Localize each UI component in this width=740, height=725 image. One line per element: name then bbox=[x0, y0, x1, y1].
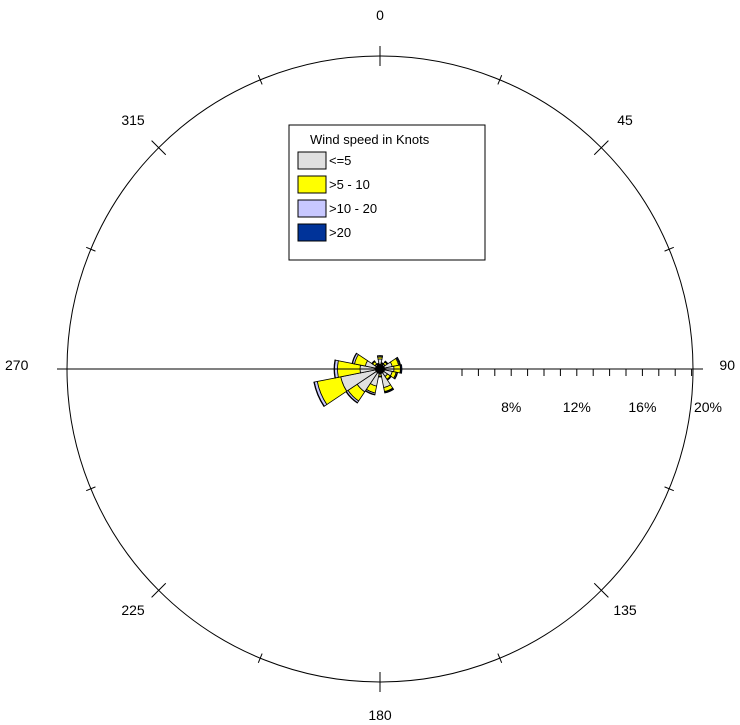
minor-direction-tick bbox=[86, 246, 96, 252]
major-direction-tick bbox=[151, 140, 167, 156]
wind-sectors bbox=[313, 352, 403, 408]
sector-segment bbox=[376, 355, 384, 357]
radial-tick-label: 12% bbox=[563, 399, 591, 415]
minor-direction-tick bbox=[497, 653, 503, 663]
major-direction-tick bbox=[151, 582, 167, 598]
major-direction-tick bbox=[593, 140, 609, 156]
sector-segment bbox=[371, 360, 376, 365]
minor-direction-tick bbox=[664, 246, 674, 252]
sector-segment bbox=[313, 381, 325, 408]
direction-label-225: 225 bbox=[121, 602, 145, 618]
radial-tick-label: 8% bbox=[501, 399, 521, 415]
legend-entries: <=5 >5 - 10 >10 - 20 >20 bbox=[297, 151, 377, 242]
legend-label: >10 - 20 bbox=[329, 201, 377, 216]
legend-label: <=5 bbox=[329, 153, 351, 168]
direction-labels: 0 45 90 135 180 225 270 315 bbox=[5, 7, 735, 723]
direction-label-90: 90 bbox=[719, 357, 735, 373]
sector-segment bbox=[351, 352, 358, 365]
sector-segment bbox=[333, 359, 336, 379]
legend-label: >20 bbox=[329, 225, 351, 240]
direction-label-0: 0 bbox=[376, 7, 384, 23]
minor-direction-tick bbox=[664, 486, 674, 492]
legend: Wind speed in Knots <=5 >5 - 10 >10 - 20 >2… bbox=[288, 124, 486, 261]
legend-swatch bbox=[297, 151, 327, 170]
direction-label-270: 270 bbox=[5, 357, 29, 373]
legend-swatch bbox=[297, 175, 327, 194]
minor-direction-tick bbox=[257, 653, 263, 663]
direction-label-45: 45 bbox=[617, 112, 633, 128]
radial-tick-label: 16% bbox=[628, 399, 656, 415]
minor-direction-tick bbox=[497, 75, 503, 85]
minor-direction-tick bbox=[257, 75, 263, 85]
major-direction-tick bbox=[593, 582, 609, 598]
sector-segment bbox=[384, 387, 395, 394]
legend-swatch bbox=[297, 223, 327, 242]
minor-direction-tick bbox=[86, 486, 96, 492]
radial-axis: 8% 12% 16% 20% bbox=[67, 368, 722, 415]
direction-label-180: 180 bbox=[368, 707, 392, 723]
radial-tick-label: 20% bbox=[694, 399, 722, 415]
direction-label-135: 135 bbox=[613, 602, 637, 618]
sector-segment bbox=[393, 371, 399, 380]
direction-label-315: 315 bbox=[121, 112, 145, 128]
legend-title: Wind speed in Knots bbox=[310, 132, 430, 147]
legend-swatch bbox=[297, 199, 327, 218]
sector-segment bbox=[376, 362, 380, 365]
legend-label: >5 - 10 bbox=[329, 177, 370, 192]
